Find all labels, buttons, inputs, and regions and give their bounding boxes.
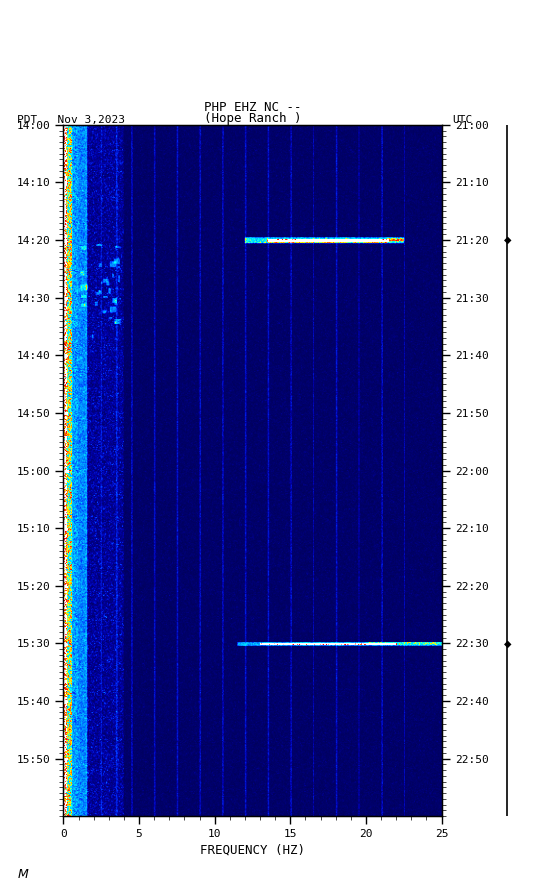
Text: USGS: USGS [30,28,67,40]
Text: (Hope Ranch ): (Hope Ranch ) [204,112,301,125]
Text: ◆: ◆ [503,639,511,648]
Text: PHP EHZ NC --: PHP EHZ NC -- [204,101,301,114]
Text: ◆: ◆ [503,235,511,245]
Text: $\mathit{M}$: $\mathit{M}$ [17,868,29,881]
Text: UTC: UTC [453,115,473,125]
Polygon shape [7,16,35,54]
Text: PDT   Nov 3,2023: PDT Nov 3,2023 [17,115,125,125]
X-axis label: FREQUENCY (HZ): FREQUENCY (HZ) [200,844,305,856]
